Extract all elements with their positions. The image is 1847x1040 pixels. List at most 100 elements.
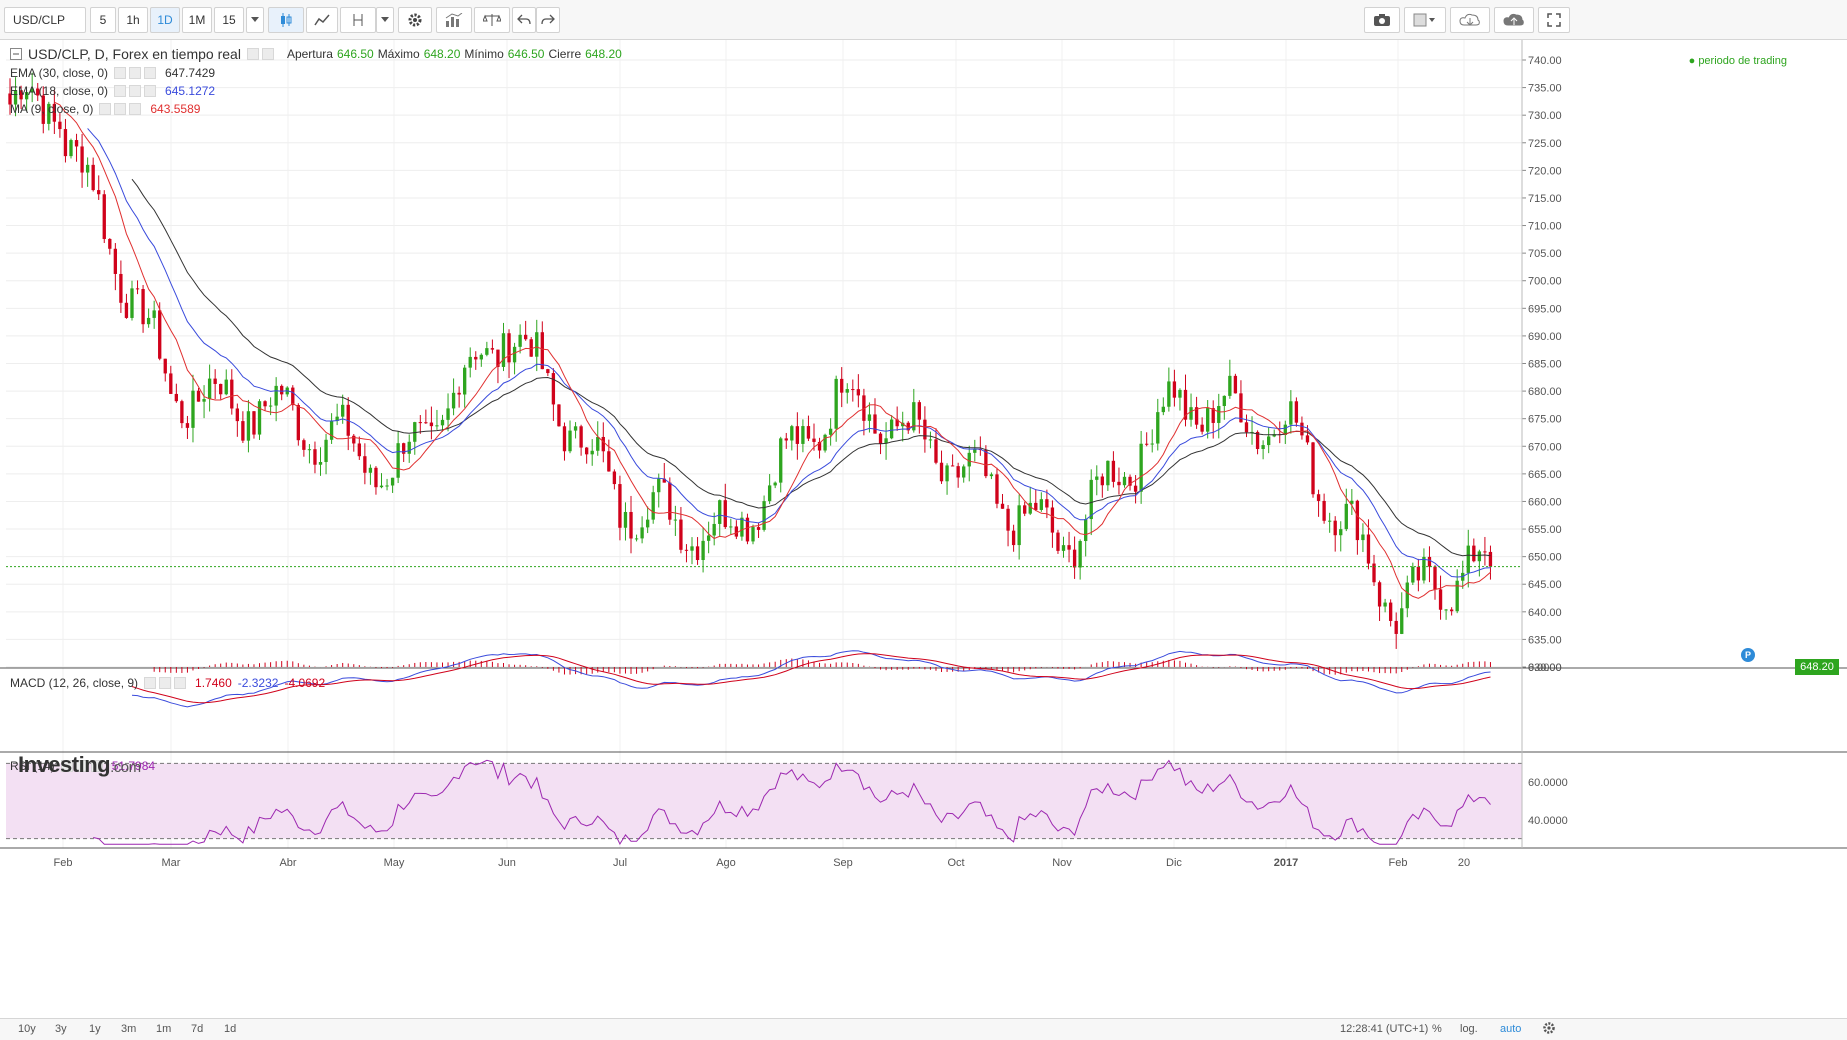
fullscreen-button[interactable] xyxy=(1538,7,1570,33)
candle-body xyxy=(413,422,417,442)
candle-body xyxy=(823,434,827,451)
candle-body xyxy=(1217,406,1221,423)
range-7d-button[interactable]: 7d xyxy=(191,1023,204,1035)
rsi-visibility-icon[interactable] xyxy=(75,760,88,772)
candle-body xyxy=(912,402,916,431)
ema30-settings-icon[interactable] xyxy=(114,67,127,79)
line-style-button[interactable] xyxy=(306,7,338,33)
gear-icon xyxy=(1543,1022,1555,1034)
p-badge[interactable]: P xyxy=(1741,648,1755,662)
candle-body xyxy=(1034,502,1038,510)
candle-body xyxy=(474,356,478,360)
candle-body xyxy=(396,443,400,478)
macd-visibility-icon[interactable] xyxy=(159,677,172,689)
chevron-down-icon xyxy=(381,17,389,22)
compare-button[interactable] xyxy=(436,7,472,33)
candle-body xyxy=(934,439,938,463)
ma9-settings-icon[interactable] xyxy=(99,103,112,115)
interval-5-button[interactable]: 5 xyxy=(90,7,116,33)
log-toggle[interactable]: log. xyxy=(1460,1023,1478,1035)
candle-body xyxy=(63,129,68,157)
collapse-icon[interactable] xyxy=(10,48,22,60)
symbol-search-input[interactable]: USD/CLP xyxy=(4,7,86,33)
snapshot-button[interactable] xyxy=(1364,7,1400,33)
percent-toggle[interactable]: % xyxy=(1432,1023,1442,1035)
time-axis[interactable]: Feb Mar Abr May Jun Jul Ago Sep Oct Nov Dic 2017 Feb… xyxy=(54,857,1471,869)
ma9-visibility-icon[interactable] xyxy=(114,103,127,115)
candle-body xyxy=(1106,460,1110,486)
top-toolbar: USD/CLP 5 1h 1D 1M 15 xyxy=(0,0,1847,40)
candle-body xyxy=(1122,476,1127,486)
legend-settings-icon[interactable] xyxy=(246,48,259,60)
candle-body xyxy=(834,378,838,429)
open-label: Apertura xyxy=(286,47,333,61)
interval-1d-button[interactable]: 1D xyxy=(150,7,180,33)
load-cloud-button[interactable] xyxy=(1450,7,1490,33)
candle-body xyxy=(451,392,456,409)
candle-body xyxy=(657,478,661,493)
last-price-flag: 648.20 xyxy=(1795,659,1839,675)
candle-body xyxy=(24,92,29,100)
ema18-legend[interactable]: EMA (18, close, 0) 645.1272 xyxy=(10,84,215,98)
ema30-label: EMA (30, close, 0) xyxy=(10,66,109,80)
indicators-dropdown-button[interactable] xyxy=(376,7,394,33)
interval-15-button[interactable]: 15 xyxy=(214,7,244,33)
ma9-close-icon[interactable] xyxy=(129,103,142,115)
rsi-close-icon[interactable] xyxy=(90,760,103,772)
bar-chart-icon xyxy=(445,13,463,27)
candle-body xyxy=(723,500,727,528)
ema18-line xyxy=(87,128,1491,578)
camera-icon xyxy=(1374,14,1390,26)
ema30-legend[interactable]: EMA (30, close, 0) 647.7429 xyxy=(10,66,215,80)
candle-body xyxy=(291,387,295,406)
rsi-settings-icon[interactable] xyxy=(60,760,73,772)
time-tick-label: Dic xyxy=(1166,857,1182,869)
range-10y-button[interactable]: 10y xyxy=(18,1023,36,1035)
range-3y-button[interactable]: 3y xyxy=(55,1023,67,1035)
interval-1h-button[interactable]: 1h xyxy=(118,7,148,33)
candle-body xyxy=(590,450,594,455)
ema18-close-icon[interactable] xyxy=(144,85,157,97)
range-1y-button[interactable]: 1y xyxy=(89,1023,101,1035)
macd-settings-icon[interactable] xyxy=(144,677,157,689)
time-tick-label: Jun xyxy=(498,857,516,869)
price-axis[interactable]: 740.00 735.00 730.00 725.00 720.00 715.00 710.… xyxy=(1521,40,1562,848)
redo-icon xyxy=(541,14,555,25)
templates-button[interactable] xyxy=(474,7,510,33)
candle-body xyxy=(207,378,212,400)
price-chart[interactable]: 0.0000 60.0000 40.0000 740.00 735.00 730.00… xyxy=(0,40,1847,1020)
candle-body xyxy=(47,103,51,124)
rsi-legend[interactable]: RSI (14) 51.7984 xyxy=(10,759,155,773)
legend-visibility-icon[interactable] xyxy=(261,48,274,60)
interval-dropdown-button[interactable] xyxy=(246,7,264,33)
layout-button[interactable] xyxy=(1404,7,1446,33)
range-1d-button[interactable]: 1d xyxy=(224,1023,237,1035)
redo-button[interactable] xyxy=(536,7,560,33)
ma9-legend[interactable]: MA (9, close, 0) 643.5589 xyxy=(10,102,200,116)
price-tick-label: 705.00 xyxy=(1528,248,1562,260)
candle-body xyxy=(191,390,195,428)
chevron-down-icon xyxy=(251,17,259,22)
rsi-band-fill xyxy=(6,763,1522,839)
ema18-settings-icon[interactable] xyxy=(114,85,127,97)
interval-1m-button[interactable]: 1M xyxy=(182,7,212,33)
settings-button[interactable] xyxy=(398,7,432,33)
candle-body xyxy=(368,467,373,473)
auto-toggle[interactable]: auto xyxy=(1500,1023,1522,1035)
candles-style-button[interactable] xyxy=(268,7,304,33)
candle-body xyxy=(1233,375,1238,394)
save-cloud-button[interactable] xyxy=(1494,7,1534,33)
candle-body xyxy=(690,546,694,551)
ema18-visibility-icon[interactable] xyxy=(129,85,142,97)
candle-body xyxy=(1072,549,1077,568)
indicators-button[interactable] xyxy=(340,7,376,33)
macd-legend[interactable]: MACD (12, 26, close, 9) 1.7460 -2.3232 -… xyxy=(10,676,325,690)
candle-body xyxy=(557,404,561,427)
bottom-settings-button[interactable] xyxy=(1542,1021,1556,1038)
range-1m-button[interactable]: 1m xyxy=(156,1023,172,1035)
macd-close-icon[interactable] xyxy=(174,677,187,689)
range-3m-button[interactable]: 3m xyxy=(121,1023,137,1035)
undo-button[interactable] xyxy=(512,7,536,33)
ema30-close-icon[interactable] xyxy=(144,67,157,79)
ema30-visibility-icon[interactable] xyxy=(129,67,142,79)
